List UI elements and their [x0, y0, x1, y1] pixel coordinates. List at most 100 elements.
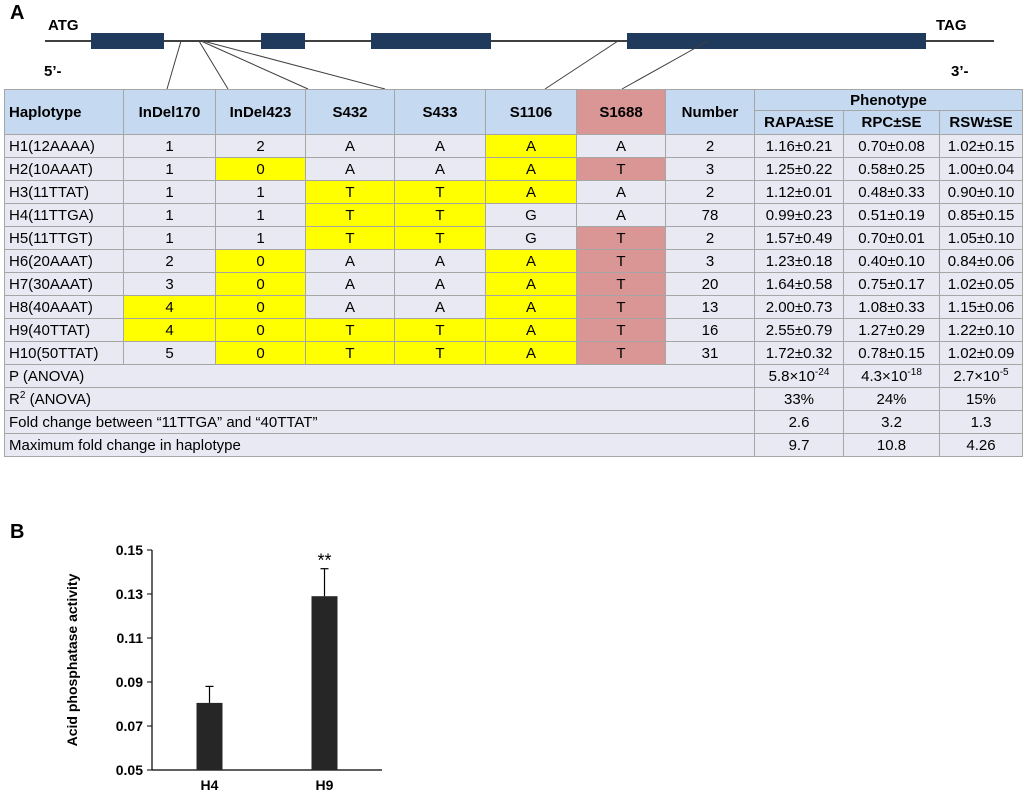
rapa-cell: 1.16±0.21 [754, 134, 844, 158]
header-indel423: InDel423 [215, 89, 306, 135]
exon-3 [371, 33, 491, 49]
p-anova-rapa: 5.8×10-24 [754, 364, 844, 388]
rsw-cell: 1.22±0.10 [939, 318, 1023, 342]
r2-anova-rsw: 15% [939, 387, 1023, 411]
header-s1106: S1106 [485, 89, 577, 135]
s433-cell: A [394, 157, 486, 181]
rapa-cell: 0.99±0.23 [754, 203, 844, 227]
s1106-cell: A [485, 341, 577, 365]
number-cell: 20 [665, 272, 755, 296]
exon-4 [627, 33, 926, 49]
max-fold-row: Maximum fold change in haplotype 9.7 10.… [4, 433, 1023, 457]
rpc-cell: 0.70±0.01 [843, 226, 940, 250]
significance-marker: ** [317, 551, 331, 571]
indel170-cell: 3 [123, 272, 216, 296]
s433-cell: T [394, 226, 486, 250]
rsw-cell: 1.00±0.04 [939, 157, 1023, 181]
rapa-cell: 2.55±0.79 [754, 318, 844, 342]
table-row: H9(40TTAT) 4 0 T T A T 16 2.55±0.79 1.27±0.29 1.22… [4, 318, 1023, 342]
max-fold-rsw: 4.26 [939, 433, 1023, 457]
header-haplotype: Haplotype [4, 89, 124, 135]
rapa-cell: 1.23±0.18 [754, 249, 844, 273]
haplotype-cell: H2(10AAAT) [4, 157, 124, 181]
table-row: H1(12AAAA) 1 2 A A A A 2 1.16±0.21 0.70±0.08 1.02±… [4, 134, 1023, 158]
rsw-cell: 0.90±0.10 [939, 180, 1023, 204]
haplotype-cell: H4(11TTGA) [4, 203, 124, 227]
header-phenotype: Phenotype [754, 89, 1023, 111]
indel170-cell: 1 [123, 134, 216, 158]
s1106-cell: A [485, 180, 577, 204]
indel423-cell: 0 [215, 272, 306, 296]
p-anova-row: P (ANOVA) 5.8×10-24 4.3×10-18 2.7×10-5 [4, 364, 1023, 388]
number-cell: 3 [665, 249, 755, 273]
max-fold-rpc: 10.8 [843, 433, 940, 457]
haplotype-cell: H8(40AAAT) [4, 295, 124, 319]
table-row: H7(30AAAT) 3 0 A A A T 20 1.64±0.58 0.75±0.17 1.02… [4, 272, 1023, 296]
rpc-cell: 0.48±0.33 [843, 180, 940, 204]
haplotype-cell: H1(12AAAA) [4, 134, 124, 158]
rsw-cell: 1.15±0.06 [939, 295, 1023, 319]
x-tick-label: H4 [201, 777, 219, 792]
s433-connector [202, 40, 386, 90]
summary-rows: P (ANOVA) 5.8×10-24 4.3×10-18 2.7×10-5 R… [4, 364, 1023, 457]
rapa-cell: 1.12±0.01 [754, 180, 844, 204]
exon-1 [91, 33, 164, 49]
indel170-cell: 2 [123, 249, 216, 273]
s432-cell: T [305, 226, 395, 250]
s1688-cell: A [576, 203, 666, 227]
number-cell: 31 [665, 341, 755, 365]
s1688-cell: A [576, 134, 666, 158]
rsw-cell: 0.84±0.06 [939, 249, 1023, 273]
indel170-cell: 5 [123, 341, 216, 365]
s432-cell: A [305, 134, 395, 158]
haplotype-cell: H6(20AAAT) [4, 249, 124, 273]
indel423-cell: 0 [215, 341, 306, 365]
rapa-cell: 2.00±0.73 [754, 295, 844, 319]
haplotype-table: Haplotype InDel170 InDel423 S432 S433 S1… [4, 89, 1023, 457]
rpc-cell: 1.08±0.33 [843, 295, 940, 319]
five-prime-label: 5’- [44, 63, 62, 80]
header-number: Number [665, 89, 755, 135]
s432-cell: T [305, 180, 395, 204]
table-row: H6(20AAAT) 2 0 A A A T 3 1.23±0.18 0.40±0.10 0.84±… [4, 249, 1023, 273]
s1688-cell: T [576, 341, 666, 365]
max-fold-rapa: 9.7 [754, 433, 844, 457]
indel170-cell: 1 [123, 226, 216, 250]
s1106-cell: A [485, 134, 577, 158]
r2-anova-label: R2 (ANOVA) [4, 387, 755, 411]
table-row: H4(11TTGA) 1 1 T T G A 78 0.99±0.23 0.51±0.19 0.85… [4, 203, 1023, 227]
indel423-cell: 1 [215, 203, 306, 227]
indel423-cell: 2 [215, 134, 306, 158]
header-indel170: InDel170 [123, 89, 216, 135]
s1688-cell: T [576, 295, 666, 319]
s1106-cell: A [485, 157, 577, 181]
haplotype-cell: H7(30AAAT) [4, 272, 124, 296]
y-tick-label: 0.15 [116, 542, 143, 558]
indel170-cell: 4 [123, 295, 216, 319]
s432-cell: A [305, 157, 395, 181]
indel423-cell: 1 [215, 180, 306, 204]
s433-cell: T [394, 180, 486, 204]
s433-cell: T [394, 318, 486, 342]
s432-cell: A [305, 249, 395, 273]
number-cell: 2 [665, 180, 755, 204]
rsw-cell: 0.85±0.15 [939, 203, 1023, 227]
s1688-cell: A [576, 180, 666, 204]
haplotype-cell: H3(11TTAT) [4, 180, 124, 204]
s432-cell: T [305, 318, 395, 342]
s433-cell: T [394, 341, 486, 365]
haplotype-cell: H5(11TTGT) [4, 226, 124, 250]
s432-connector [200, 40, 309, 90]
r2-anova-row: R2 (ANOVA) 33% 24% 15% [4, 387, 1023, 411]
gene-structure-diagram [45, 33, 994, 90]
y-axis-label: Acid phosphatase activity [64, 573, 80, 746]
panel-b-label: B [10, 521, 25, 543]
rsw-cell: 1.02±0.15 [939, 134, 1023, 158]
s1688-cell: T [576, 226, 666, 250]
s1106-cell: A [485, 318, 577, 342]
haplotype-cell: H10(50TTAT) [4, 341, 124, 365]
rsw-cell: 1.05±0.10 [939, 226, 1023, 250]
r2-anova-rpc: 24% [843, 387, 940, 411]
table-row: H10(50TTAT) 5 0 T T A T 31 1.72±0.32 0.78±0.15 1.0… [4, 341, 1023, 365]
header-s432: S432 [305, 89, 395, 135]
